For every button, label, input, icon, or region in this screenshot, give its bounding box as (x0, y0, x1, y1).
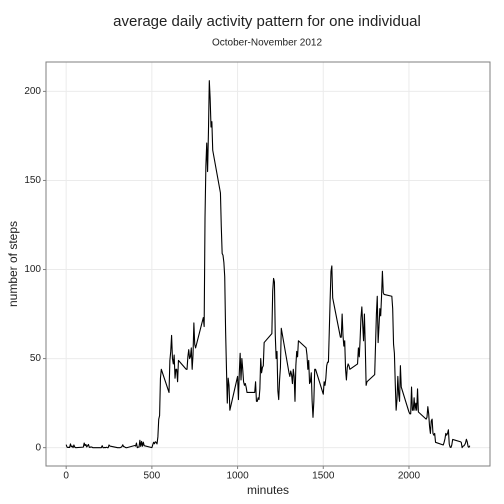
x-tick-label: 2000 (398, 471, 421, 482)
y-tick-label: 100 (24, 264, 41, 275)
y-tick-label: 200 (24, 86, 41, 97)
y-tick-label: 0 (35, 442, 41, 453)
x-axis-title: minutes (247, 483, 289, 497)
x-tick-label: 1000 (226, 471, 249, 482)
panel-border (45, 61, 491, 467)
x-tick-label: 500 (144, 471, 161, 482)
chart-title: average daily activity pattern for one i… (113, 13, 421, 30)
y-tick-label: 150 (24, 175, 41, 186)
chart-subtitle: October-November 2012 (212, 38, 322, 49)
y-tick-label: 50 (30, 353, 42, 364)
y-axis-title: number of steps (6, 221, 20, 307)
plot-area (65, 80, 471, 449)
x-tick-label: 0 (63, 471, 69, 482)
data-line (65, 80, 471, 449)
x-tick-label: 1500 (312, 471, 335, 482)
